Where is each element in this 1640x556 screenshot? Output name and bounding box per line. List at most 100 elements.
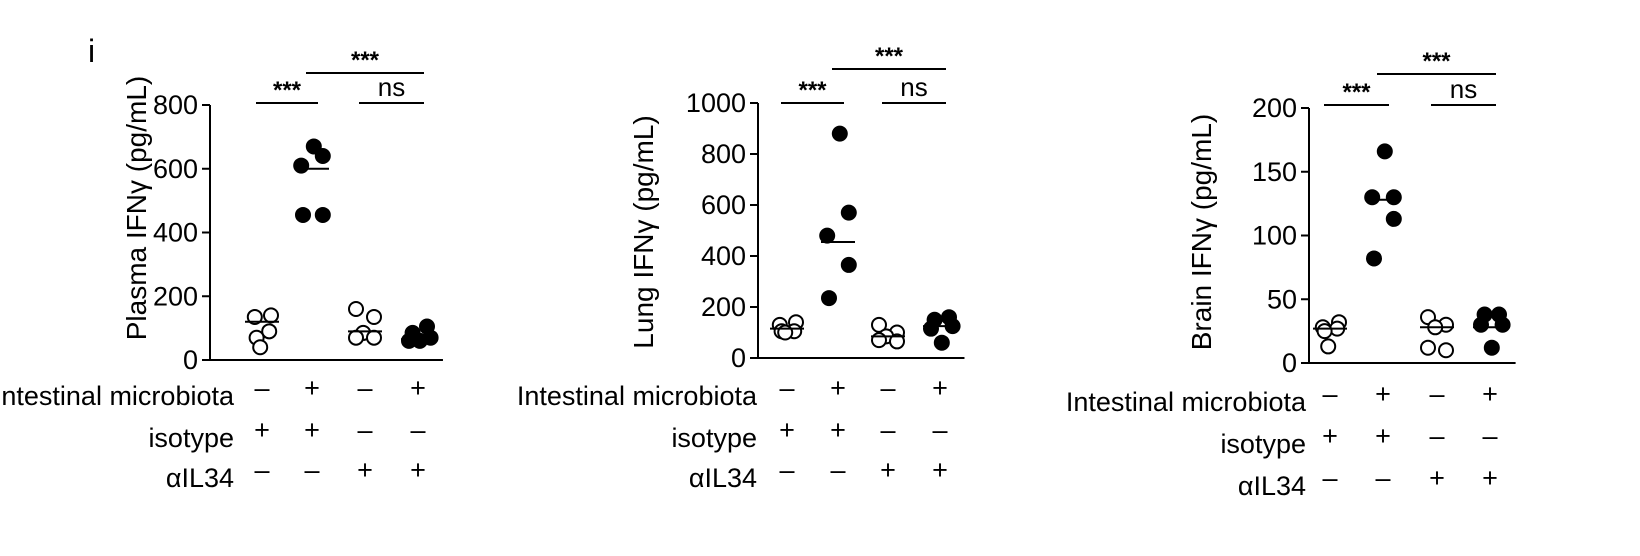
significance-label: *** bbox=[1342, 79, 1371, 106]
y-tick-label: 600 bbox=[153, 154, 198, 184]
data-point bbox=[923, 320, 939, 337]
row-label-isotype: isotype bbox=[148, 423, 234, 453]
condition-sign: + bbox=[1429, 463, 1445, 493]
data-point bbox=[261, 323, 278, 340]
data-point bbox=[840, 204, 857, 221]
data-point bbox=[411, 332, 428, 349]
y-tick-label: 50 bbox=[1267, 284, 1297, 314]
condition-sign: – bbox=[880, 373, 895, 403]
data-point bbox=[252, 339, 269, 356]
condition-sign: + bbox=[254, 415, 270, 445]
y-tick-label: 400 bbox=[153, 218, 198, 248]
condition-sign: – bbox=[880, 415, 895, 445]
condition-sign: – bbox=[357, 373, 372, 403]
condition-sign: + bbox=[932, 455, 948, 485]
condition-sign: + bbox=[304, 373, 320, 403]
y-tick-label: 800 bbox=[701, 139, 746, 169]
data-point bbox=[840, 256, 857, 273]
data-point bbox=[348, 329, 364, 346]
row-label-intestinal-microbiota: Intestinal microbiota bbox=[1066, 387, 1307, 417]
data-point bbox=[1483, 339, 1500, 356]
condition-sign: – bbox=[1322, 379, 1337, 409]
y-tick-label: 200 bbox=[153, 281, 198, 311]
significance-label: ns bbox=[378, 72, 405, 102]
condition-sign: + bbox=[1482, 379, 1498, 409]
condition-sign: – bbox=[779, 373, 794, 403]
condition-sign: – bbox=[1322, 463, 1337, 493]
data-point bbox=[871, 332, 887, 349]
significance-label: *** bbox=[875, 43, 904, 70]
data-point bbox=[314, 148, 331, 164]
data-point bbox=[821, 290, 837, 307]
plasma-ifn-gamma-panel: Plasma IFNγ (pg/mL) Intestinal microbiot… bbox=[0, 47, 443, 493]
row-label-alpha-il34: αIL34 bbox=[1238, 471, 1306, 501]
condition-sign: – bbox=[410, 415, 425, 445]
condition-sign: + bbox=[1375, 421, 1391, 451]
condition-sign: + bbox=[830, 415, 846, 445]
condition-sign: – bbox=[1429, 421, 1444, 451]
data-point bbox=[777, 324, 794, 341]
data-point bbox=[1364, 189, 1381, 206]
data-point bbox=[1494, 316, 1511, 333]
data-point bbox=[1385, 189, 1402, 206]
data-point bbox=[1366, 250, 1382, 267]
condition-sign: – bbox=[254, 373, 269, 403]
data-point bbox=[819, 227, 836, 244]
significance-label: *** bbox=[1422, 48, 1451, 75]
y-axis-label: Plasma IFNγ (pg/mL) bbox=[121, 76, 152, 341]
data-point bbox=[933, 334, 950, 351]
significance-label: ns bbox=[1450, 74, 1477, 104]
condition-sign: – bbox=[1429, 379, 1444, 409]
data-point bbox=[1473, 316, 1489, 333]
condition-sign: + bbox=[410, 373, 426, 403]
y-tick-label: 200 bbox=[1252, 93, 1297, 123]
row-label-intestinal-microbiota: Intestinal microbiota bbox=[517, 381, 758, 411]
data-point bbox=[831, 125, 848, 142]
y-tick-label: 1000 bbox=[686, 88, 746, 118]
row-label-alpha-il34: αIL34 bbox=[166, 463, 234, 493]
data-point bbox=[314, 206, 331, 223]
condition-sign: – bbox=[357, 415, 372, 445]
y-tick-label: 600 bbox=[701, 190, 746, 220]
data-point bbox=[295, 206, 311, 223]
condition-sign: – bbox=[304, 455, 319, 485]
data-point bbox=[366, 329, 382, 346]
y-axis-label: Brain IFNγ (pg/mL) bbox=[1186, 114, 1217, 351]
row-label-alpha-il34: αIL34 bbox=[689, 463, 757, 493]
data-point bbox=[305, 138, 322, 155]
brain-ifn-gamma-panel: Brain IFNγ (pg/mL) Intestinal microbiota… bbox=[1066, 48, 1516, 501]
y-tick-label: 0 bbox=[1282, 348, 1297, 378]
condition-sign: + bbox=[1375, 379, 1391, 409]
data-point bbox=[293, 157, 310, 174]
lung-ifn-gamma-panel: Lung IFNγ (pg/mL) Intestinal microbiota … bbox=[517, 43, 965, 493]
condition-sign: – bbox=[254, 455, 269, 485]
data-point bbox=[1376, 143, 1393, 160]
condition-sign: + bbox=[932, 373, 948, 403]
condition-sign: – bbox=[830, 455, 845, 485]
data-point bbox=[263, 307, 279, 324]
y-tick-label: 0 bbox=[731, 343, 746, 373]
row-label-isotype: isotype bbox=[671, 423, 757, 453]
condition-sign: + bbox=[779, 415, 795, 445]
data-point bbox=[871, 316, 887, 333]
row-label-isotype: isotype bbox=[1220, 429, 1306, 459]
condition-sign: + bbox=[410, 455, 426, 485]
data-point bbox=[889, 333, 905, 350]
y-tick-label: 400 bbox=[701, 241, 746, 271]
condition-sign: – bbox=[1482, 421, 1497, 451]
data-point bbox=[348, 301, 364, 317]
condition-sign: – bbox=[779, 455, 794, 485]
y-tick-label: 0 bbox=[183, 345, 198, 375]
condition-sign: + bbox=[1482, 463, 1498, 493]
condition-sign: + bbox=[304, 415, 320, 445]
significance-label: *** bbox=[351, 47, 380, 74]
data-point bbox=[246, 308, 263, 325]
y-tick-label: 800 bbox=[153, 90, 198, 120]
condition-sign: + bbox=[830, 373, 846, 403]
condition-sign: + bbox=[880, 455, 896, 485]
data-point bbox=[1316, 323, 1333, 340]
data-point bbox=[1438, 342, 1454, 359]
condition-sign: – bbox=[932, 415, 947, 445]
data-point bbox=[366, 308, 382, 325]
